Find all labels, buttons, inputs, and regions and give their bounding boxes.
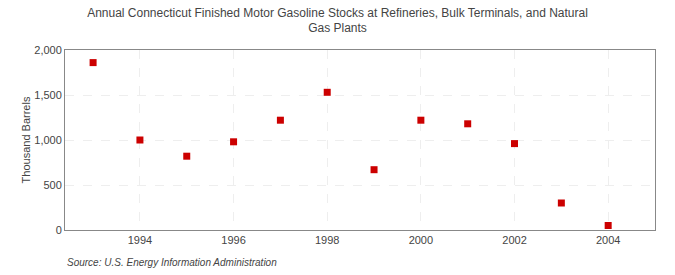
svg-text:Thousand Barrels: Thousand Barrels	[20, 96, 32, 183]
svg-text:1996: 1996	[221, 234, 245, 246]
svg-text:2000: 2000	[409, 234, 433, 246]
svg-text:1,000: 1,000	[34, 134, 62, 146]
svg-text:1,500: 1,500	[34, 89, 62, 101]
svg-text:0: 0	[56, 224, 62, 236]
svg-text:Annual Connecticut Finished Mo: Annual Connecticut Finished Motor Gasoli…	[87, 6, 588, 36]
svg-text:1994: 1994	[128, 234, 152, 246]
svg-text:2002: 2002	[502, 234, 526, 246]
svg-text:Source: U.S. Energy Informatio: Source: U.S. Energy Information Administ…	[67, 257, 277, 268]
svg-text:1998: 1998	[315, 234, 339, 246]
svg-text:2,000: 2,000	[34, 44, 62, 56]
svg-text:500: 500	[43, 179, 61, 191]
svg-text:2004: 2004	[596, 234, 620, 246]
